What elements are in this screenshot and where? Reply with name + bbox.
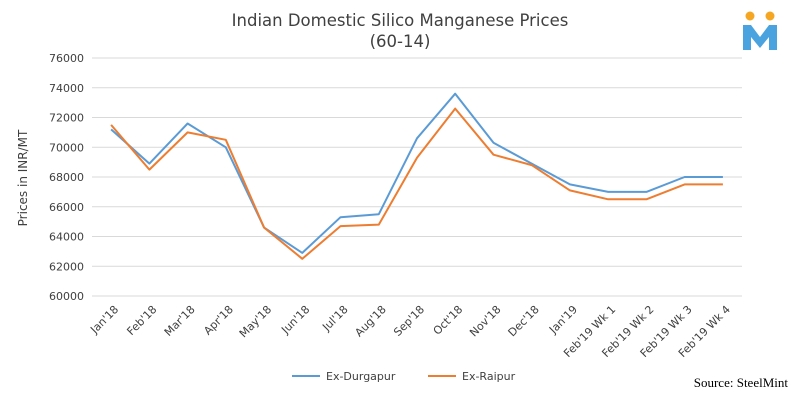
source-note: Source: SteelMint xyxy=(693,375,788,390)
chart-subtitle: (60-14) xyxy=(369,32,431,51)
series-line-ex-durgapur xyxy=(110,92,723,254)
legend-label: Ex-Durgapur xyxy=(326,370,396,383)
logo-letter-m xyxy=(743,25,777,50)
x-tick-label: May'18 xyxy=(237,303,274,340)
y-tick-label: 64000 xyxy=(49,231,84,244)
steelmint-logo-icon xyxy=(743,11,777,50)
chart-title: Indian Domestic Silico Manganese Prices xyxy=(231,11,569,30)
x-tick-label: Jan'18 xyxy=(87,303,121,337)
y-tick-label: 62000 xyxy=(49,260,84,273)
x-tick-label: Aug'18 xyxy=(352,303,388,339)
y-tick-label: 60000 xyxy=(49,290,84,303)
x-tick-label: Sep'18 xyxy=(391,303,427,339)
legend-label: Ex-Raipur xyxy=(462,370,516,383)
grid-lines xyxy=(92,57,742,297)
x-tick-label: Apr'18 xyxy=(201,303,236,338)
series-lines xyxy=(110,92,723,260)
logo-dot-left xyxy=(745,11,755,21)
y-tick-label: 70000 xyxy=(49,141,84,154)
y-tick-label: 74000 xyxy=(49,82,84,95)
series-line-ex-raipur xyxy=(110,107,723,260)
x-tick-labels: Jan'18 Feb'18 Mar'18 Apr'18 May'18 Jun'18 Jul'… xyxy=(87,303,733,360)
x-tick-label: Oct'18 xyxy=(431,303,466,338)
x-tick-label: Jun'18 xyxy=(278,303,312,337)
y-axis-label: Prices in INR/MT xyxy=(16,129,30,226)
x-tick-label: Nov'18 xyxy=(467,303,503,339)
x-tick-label: Mar'18 xyxy=(162,303,198,339)
legend: Ex-Durgapur Ex-Raipur xyxy=(292,370,516,383)
y-tick-label: 66000 xyxy=(49,201,84,214)
y-tick-label: 72000 xyxy=(49,112,84,125)
logo-dot-right xyxy=(765,11,775,21)
y-tick-labels: 60000 62000 64000 66000 68000 70000 72000 74000… xyxy=(49,52,84,303)
x-tick-label: Jan'19 xyxy=(546,303,580,337)
x-tick-label: Feb'18 xyxy=(124,303,159,338)
y-tick-label: 68000 xyxy=(49,171,84,184)
x-tick-label: Dec'18 xyxy=(506,303,542,339)
y-tick-label: 76000 xyxy=(49,52,84,65)
x-tick-label: Jul'18 xyxy=(319,303,350,334)
